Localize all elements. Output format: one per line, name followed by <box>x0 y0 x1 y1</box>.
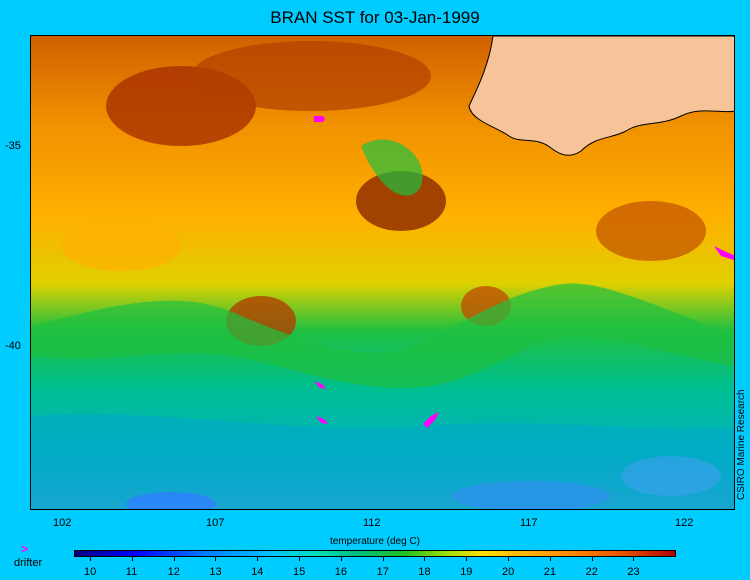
cool-water <box>31 413 734 509</box>
lat-tick-label: -40 <box>5 340 21 352</box>
drifter-legend-icon: > <box>21 542 29 556</box>
colorbar-label: 23 <box>627 566 640 578</box>
cold-patch <box>451 481 611 509</box>
land <box>468 36 734 156</box>
colorbar-label: 17 <box>376 566 389 578</box>
lon-tick-label: 112 <box>363 517 381 529</box>
warm-eddy <box>356 171 446 231</box>
colorbar-tick <box>424 557 426 561</box>
green-filament <box>361 139 423 196</box>
colorbar-tick <box>173 557 175 561</box>
colorbar-label: 13 <box>209 566 222 578</box>
colorbar-tick <box>90 557 91 561</box>
colorbar-tick <box>215 557 217 561</box>
colorbar-label: 18 <box>418 566 431 578</box>
colorbar-label: 10 <box>84 566 97 578</box>
colorbar-tick <box>340 557 342 561</box>
colorbar-label: 21 <box>543 566 557 578</box>
drifter-marker <box>314 116 734 428</box>
credit-label: CSIRO Marine Research <box>736 389 747 500</box>
cold-patch <box>621 456 721 496</box>
colorbar-label: 16 <box>334 566 348 578</box>
drifter-legend-label: drifter <box>14 557 43 569</box>
colorbar-label: 22 <box>585 566 598 578</box>
colorbar-tick <box>591 557 593 561</box>
lon-tick-label: 117 <box>520 517 538 529</box>
lon-tick-label: 122 <box>675 517 694 529</box>
lon-tick-label: 107 <box>206 517 225 529</box>
colorbar-label: 15 <box>293 566 306 578</box>
colorbar <box>74 550 676 557</box>
colorbar-tick <box>549 557 551 561</box>
lon-tick-label: 102 <box>53 517 72 529</box>
colorbar-label: 12 <box>167 566 180 578</box>
colorbar-label: 11 <box>125 566 138 578</box>
colorbar-label: 19 <box>460 566 473 578</box>
lat-tick-label: -35 <box>5 140 21 152</box>
cold-patch <box>126 492 216 509</box>
warm-eddy <box>191 41 431 111</box>
colorbar-tick <box>508 557 509 561</box>
colorbar-tick <box>131 557 133 561</box>
colorbar-tick <box>299 557 300 561</box>
warm-eddy <box>596 201 706 261</box>
map-title: BRAN SST for 03-Jan-1999 <box>270 8 480 27</box>
colorbar-tick <box>257 557 259 561</box>
colorbar-tick <box>633 557 635 561</box>
colorbar-tick <box>382 557 384 561</box>
colorbar-tick <box>466 557 468 561</box>
warm-eddy <box>61 221 181 271</box>
colorbar-label: 14 <box>251 566 264 578</box>
green-filament <box>31 283 734 389</box>
sst-map <box>30 35 735 510</box>
colorbar-label: 20 <box>502 566 515 578</box>
colorbar-title: temperature (deg C) <box>329 536 421 547</box>
